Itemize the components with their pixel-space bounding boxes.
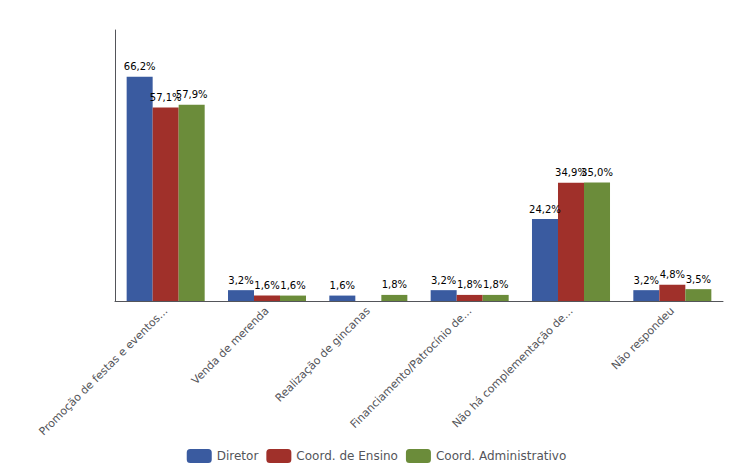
svg-text:Promoção de festas e eventos..: Promoção de festas e eventos... bbox=[37, 304, 171, 438]
svg-text:1,6%: 1,6% bbox=[330, 280, 355, 291]
svg-text:Coord. de Ensino: Coord. de Ensino bbox=[296, 449, 398, 463]
svg-text:Diretor: Diretor bbox=[217, 449, 259, 463]
svg-text:1,6%: 1,6% bbox=[254, 280, 279, 291]
svg-text:3,5%: 3,5% bbox=[686, 274, 711, 285]
svg-text:Não há complementação de...: Não há complementação de... bbox=[450, 304, 576, 430]
svg-text:3,2%: 3,2% bbox=[431, 275, 456, 286]
svg-text:Realização de gincanas: Realização de gincanas bbox=[273, 304, 373, 404]
svg-text:Não respondeu: Não respondeu bbox=[609, 304, 677, 372]
svg-text:3,2%: 3,2% bbox=[634, 275, 659, 286]
svg-text:4,8%: 4,8% bbox=[660, 269, 685, 280]
svg-text:3,2%: 3,2% bbox=[228, 275, 253, 286]
svg-text:24,2%: 24,2% bbox=[529, 204, 561, 215]
svg-text:1,8%: 1,8% bbox=[382, 279, 407, 290]
svg-text:1,8%: 1,8% bbox=[457, 279, 482, 290]
svg-text:57,9%: 57,9% bbox=[176, 89, 208, 100]
svg-text:1,6%: 1,6% bbox=[280, 280, 305, 291]
svg-text:Financiamento/Patrocínio de...: Financiamento/Patrocínio de... bbox=[348, 304, 474, 430]
svg-text:34,9%: 34,9% bbox=[555, 167, 587, 179]
svg-text:66,2%: 66,2% bbox=[124, 61, 156, 72]
svg-text:1,8%: 1,8% bbox=[483, 279, 508, 290]
svg-text:Venda de merenda: Venda de merenda bbox=[189, 304, 272, 387]
svg-text:Coord. Administrativo: Coord. Administrativo bbox=[436, 449, 566, 463]
svg-text:57,1%: 57,1% bbox=[149, 92, 182, 104]
svg-text:35,0%: 35,0% bbox=[581, 167, 613, 178]
